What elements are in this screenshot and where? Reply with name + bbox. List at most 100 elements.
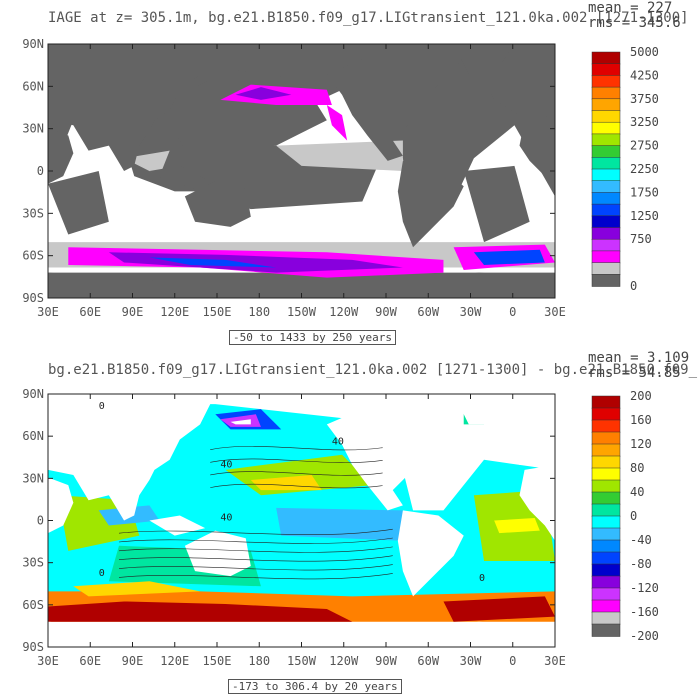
colorbar-swatch (591, 599, 621, 613)
x-tick-label: 180 (248, 305, 270, 319)
colorbar-swatch (591, 215, 621, 229)
colorbar-swatch (591, 611, 621, 625)
top-map-figure: 30E 60E 90E 120E 150E 180 150W 120W 90W 60W 30W 0 30… (22, 37, 659, 319)
x-tick-label: 120W (329, 654, 359, 668)
x-tick-label: 150W (287, 305, 317, 319)
colorbar-swatch (591, 250, 621, 264)
y-tick-label: 60S (22, 598, 44, 612)
north-pacific-purple (235, 87, 292, 100)
landmass-greenland (453, 394, 515, 425)
y-tick-label: 60N (22, 429, 44, 443)
colorbar-label: -80 (630, 557, 652, 571)
x-tick-label: 90W (375, 654, 397, 668)
x-tick-label: 120E (160, 654, 189, 668)
axes: 30E 60E 90E 120E 150E 180 150W 120W 90W 60W 30W 0 30… (22, 387, 566, 668)
y-tick-label: 0 (37, 164, 44, 178)
colorbar-swatch (591, 455, 621, 469)
colorbar-swatch (591, 575, 621, 589)
rms-stat: rms = 345.6 (588, 15, 681, 31)
colorbar-swatch (591, 515, 621, 529)
map-fields (48, 394, 555, 647)
colorbar-label: 0 (630, 279, 637, 293)
contour-line (210, 471, 383, 476)
x-tick-label: 60E (79, 305, 101, 319)
x-tick-label: 30E (37, 654, 59, 668)
colorbar-swatch (591, 563, 621, 577)
positive-anomaly (73, 581, 201, 597)
north-pacific-magenta (326, 104, 348, 141)
landmass-africa (48, 477, 74, 534)
contour-line (118, 564, 393, 571)
colorbar-swatch (591, 168, 621, 182)
mean-stat: mean = 227 (588, 0, 673, 16)
southern-ocean-blue (149, 257, 277, 268)
landmass-antarctica (48, 621, 555, 647)
landmass-australia (184, 530, 251, 577)
x-tick-label: 120W (329, 305, 359, 319)
y-tick-label: 60S (22, 249, 44, 263)
y-tick-label: 90S (22, 640, 44, 654)
x-tick-label: 30W (460, 654, 482, 668)
colorbar-swatch (591, 539, 621, 553)
landmass-greenland (453, 44, 515, 75)
contour-line (118, 546, 393, 553)
x-tick-label: 30E (37, 305, 59, 319)
colorbar-swatch (591, 63, 621, 77)
x-tick-label: 90E (122, 654, 144, 668)
landmass-namerica (326, 44, 474, 161)
young-water-band (276, 140, 403, 171)
colorbar-swatch (591, 145, 621, 159)
colorbar-swatch (591, 431, 621, 445)
y-tick-label: 0 (37, 514, 44, 528)
x-tick-label: 0 (509, 654, 516, 668)
x-tick-label: 60W (417, 305, 439, 319)
landmass-africa2 (519, 464, 555, 541)
colorbar-label: -160 (630, 605, 659, 619)
colorbar-swatch (591, 395, 621, 409)
x-tick-label: 150E (203, 305, 232, 319)
colorbar-label: 40 (630, 485, 644, 499)
x-tick-label: 30W (460, 305, 482, 319)
colorbar-swatch (591, 121, 621, 135)
range-caption: -173 to 306.4 by 20 years (228, 679, 402, 694)
colorbar-swatch (591, 551, 621, 565)
colorbar-swatch (591, 274, 621, 287)
colorbar: 200 160 120 80 40 0 -40 -80 -120 -160 -200 (591, 389, 659, 643)
colorbar-label: 2750 (630, 139, 659, 153)
contour-line (210, 445, 383, 451)
colorbar-label: 160 (630, 413, 652, 427)
contour-label: 0 (99, 568, 105, 579)
landmass-australia (184, 181, 251, 227)
colorbar-swatch (591, 491, 621, 505)
colorbar-label: 750 (630, 232, 652, 246)
range-caption: -50 to 1433 by 250 years (229, 330, 396, 345)
colorbar-swatch (591, 587, 621, 601)
contour-label: 0 (479, 573, 485, 584)
colorbar-swatch (591, 51, 621, 65)
y-tick-label: 90S (22, 291, 44, 305)
bottom-map-figure: 0 40 40 40 0 0 30E 60E 90E 120E 150E 180 150W 120W 90W… (22, 387, 659, 668)
southern-ocean-purple (108, 252, 403, 273)
colorbar-swatch (591, 503, 621, 517)
axes: 30E 60E 90E 120E 150E 180 150W 120W 90W 60W 30W 0 30… (22, 37, 566, 319)
colorbar-swatch (591, 86, 621, 100)
colorbar-swatch (591, 157, 621, 170)
contour-lines: 0 40 40 40 0 0 (99, 401, 485, 584)
landmass-africa2 (519, 115, 555, 192)
negative-anomaly (230, 419, 251, 425)
southern-ocean-warm-anomaly (48, 601, 353, 622)
landmass-eurasia (48, 394, 216, 521)
y-tick-label: 30S (22, 556, 44, 570)
contour-label: 40 (220, 459, 232, 470)
contour-line (118, 573, 393, 580)
x-tick-label: 180 (248, 654, 270, 668)
colorbar-label: -120 (630, 581, 659, 595)
contour-line (210, 483, 383, 489)
y-tick-label: 90N (22, 387, 44, 401)
landmass-antarctica (48, 272, 555, 298)
x-tick-label: 60E (79, 654, 101, 668)
y-tick-label: 30S (22, 206, 44, 220)
colorbar-swatch (591, 110, 621, 123)
x-tick-label: 60W (417, 654, 439, 668)
colorbar-swatch (591, 203, 621, 217)
